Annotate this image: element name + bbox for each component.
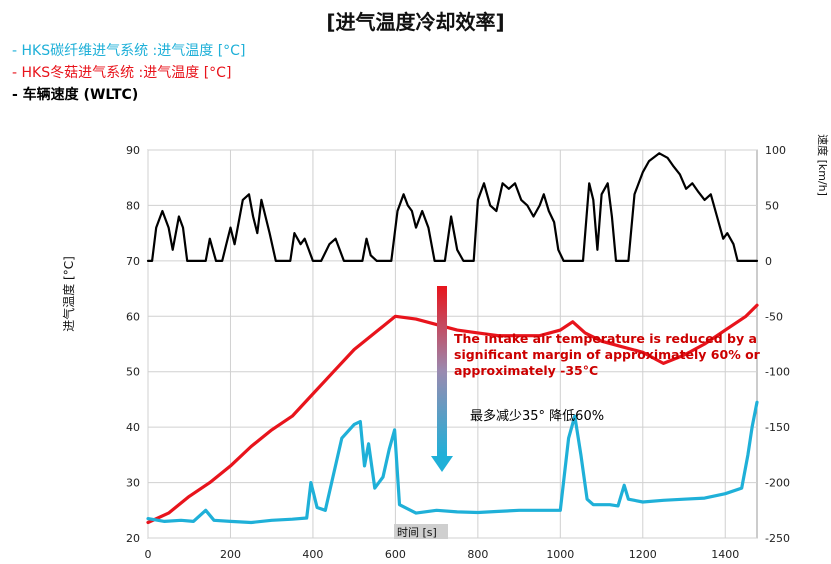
y2-tick-label: -50 bbox=[765, 310, 783, 323]
y2-tick-label: 100 bbox=[765, 144, 786, 157]
y-tick-label: 60 bbox=[126, 310, 140, 323]
y2-tick-label: 50 bbox=[765, 199, 779, 212]
reduction-arrow-shaft bbox=[437, 286, 447, 456]
y-tick-label: 50 bbox=[126, 366, 140, 379]
x-tick-label: 0 bbox=[145, 548, 152, 561]
y-tick-label: 90 bbox=[126, 144, 140, 157]
x-axis-label-bg bbox=[394, 524, 448, 539]
annotation-line-2: significant margin of approximately 60% … bbox=[454, 347, 761, 362]
series-carbon-line bbox=[146, 400, 759, 525]
y-tick-label: 80 bbox=[126, 199, 140, 212]
chart-title: [进气温度冷却效率] bbox=[326, 10, 505, 34]
y-tick-label: 40 bbox=[126, 421, 140, 434]
x-tick-label: 600 bbox=[385, 548, 406, 561]
y2-axis-label: 速度 [km/h] bbox=[816, 134, 830, 196]
annotation-line-3: approximately -35°C bbox=[454, 363, 598, 378]
legend-item-mushroom: - HKS冬菇进气系统 :进气温度 [°C] bbox=[12, 65, 232, 81]
y-tick-label: 70 bbox=[126, 255, 140, 268]
y2-tick-label: 0 bbox=[765, 255, 772, 268]
x-tick-label: 200 bbox=[220, 548, 241, 561]
y2-tick-label: -150 bbox=[765, 421, 790, 434]
annotation-reduction: 最多减少35° 降低60% bbox=[470, 408, 604, 424]
x-tick-label: 800 bbox=[467, 548, 488, 561]
x-axis-label: 时间 [s] bbox=[397, 526, 437, 539]
y2-tick-label: -200 bbox=[765, 477, 790, 490]
x-tick-label: 1400 bbox=[711, 548, 739, 561]
legend-item-carbon: - HKS碳纤维进气系统 :进气温度 [°C] bbox=[12, 43, 246, 59]
y-tick-label: 30 bbox=[126, 477, 140, 490]
x-tick-label: 1000 bbox=[546, 548, 574, 561]
x-tick-label: 1200 bbox=[629, 548, 657, 561]
series-mushroom-line bbox=[146, 303, 759, 525]
y-tick-label: 20 bbox=[126, 532, 140, 545]
y2-tick-label: -100 bbox=[765, 366, 790, 379]
legend: - HKS碳纤维进气系统 :进气温度 [°C] - HKS冬菇进气系统 :进气温… bbox=[12, 40, 245, 106]
y-axis-label: 进气温度 [°C] bbox=[61, 256, 76, 332]
annotation-line-1: The intake air temperature is reduced by… bbox=[454, 331, 757, 346]
y2-tick-label: -250 bbox=[765, 532, 790, 545]
series-speed-line bbox=[146, 152, 759, 262]
x-tick-label: 400 bbox=[302, 548, 323, 561]
legend-item-speed: - 车辆速度 (WLTC) bbox=[12, 87, 139, 103]
reduction-arrow-head bbox=[431, 456, 453, 472]
